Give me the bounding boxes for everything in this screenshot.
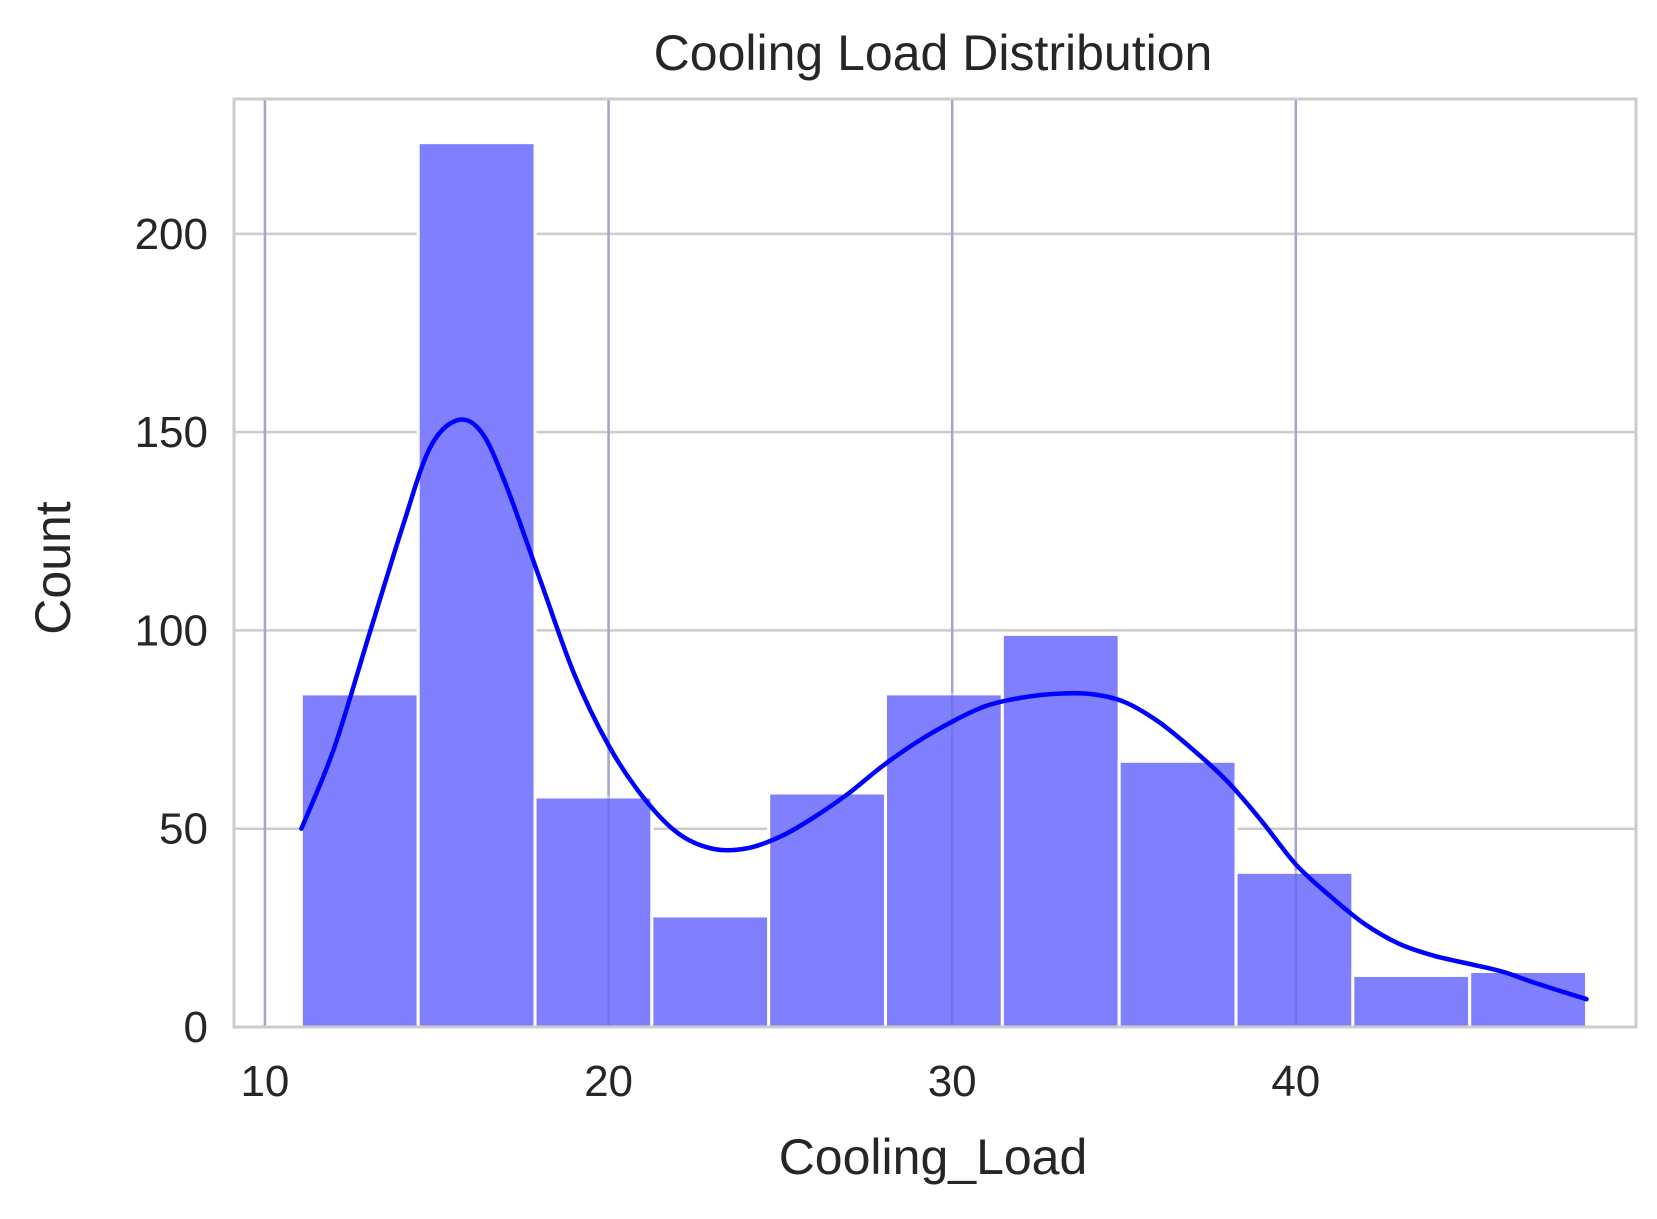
x-axis-label: Cooling_Load (779, 1129, 1088, 1185)
y-axis-label: Count (25, 501, 81, 635)
histogram-bars (263, 99, 1589, 1029)
y-tick-label: 50 (159, 805, 208, 854)
histogram-bar (299, 692, 420, 1029)
y-tick-labels: 0 50 100 150 200 (135, 210, 208, 1052)
plot-frame (232, 97, 1638, 1029)
kde-curve-layer (299, 417, 1589, 1002)
histogram-bar (416, 141, 537, 1029)
x-tick-label: 20 (584, 1057, 633, 1106)
x-tick-label: 30 (928, 1057, 977, 1106)
x-tick-label: 10 (240, 1057, 289, 1106)
kde-curve (299, 417, 1589, 1002)
y-tick-label: 200 (135, 210, 208, 259)
histogram-bar (1351, 973, 1472, 1029)
y-tick-label: 150 (135, 408, 208, 457)
x-tick-label: 40 (1271, 1057, 1320, 1106)
histogram-bar (1234, 870, 1355, 1029)
histogram-bar (650, 914, 771, 1029)
chart-title: Cooling Load Distribution (654, 25, 1213, 81)
histogram-bar (884, 692, 1004, 1029)
y-tick-label: 0 (184, 1003, 208, 1052)
x-tick-labels: 10 20 30 40 (240, 1057, 1320, 1106)
histogram-bar (1117, 759, 1238, 1029)
histogram-bar (533, 795, 654, 1029)
y-tick-label: 100 (135, 606, 208, 655)
axes-frame (232, 97, 1638, 1029)
